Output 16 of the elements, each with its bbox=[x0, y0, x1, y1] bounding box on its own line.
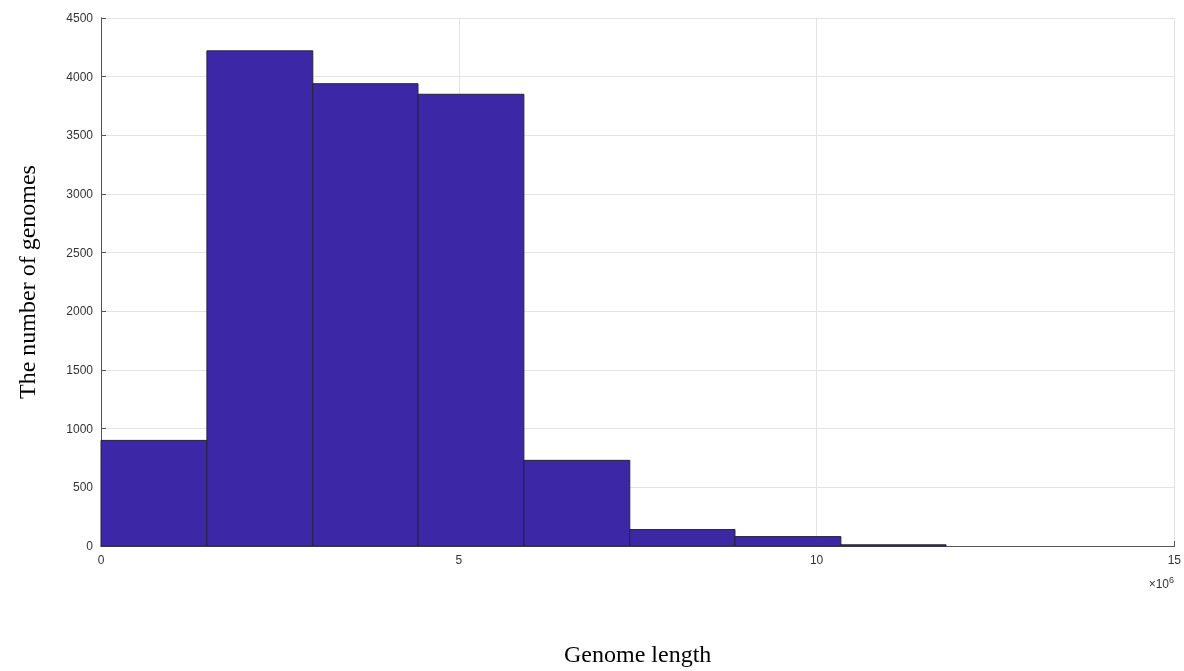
x-tick-label: 5 bbox=[455, 553, 463, 567]
y-tick-label: 2500 bbox=[66, 245, 94, 260]
x-tick-label: 0 bbox=[97, 553, 105, 567]
y-tick-label: 3000 bbox=[66, 187, 94, 201]
y-axis-title: The number of genomes bbox=[14, 165, 40, 399]
y-tick-label: 2000 bbox=[66, 304, 94, 319]
y-tick-label: 1000 bbox=[66, 421, 94, 436]
y-tick-label: 4000 bbox=[66, 69, 94, 84]
y-tick-label: 3500 bbox=[66, 128, 94, 143]
x-tick-label: 15 bbox=[1167, 553, 1182, 567]
y-tick-label: 4500 bbox=[66, 11, 94, 25]
x-axis-title: Genome length bbox=[564, 641, 712, 667]
x-tick-label: 10 bbox=[809, 553, 824, 567]
y-tick-label: 1500 bbox=[66, 363, 94, 377]
y-tick-label: 0 bbox=[86, 539, 94, 553]
y-tick-label: 500 bbox=[72, 480, 94, 495]
